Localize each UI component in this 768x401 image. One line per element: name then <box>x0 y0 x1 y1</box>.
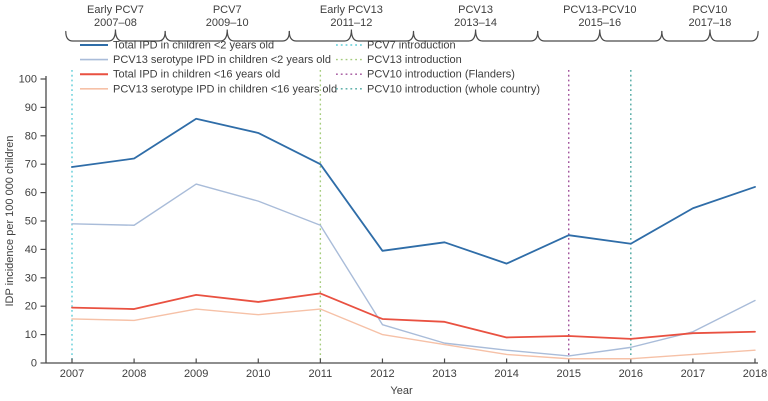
x-tick-label: 2018 <box>743 368 767 380</box>
legend-label: PCV7 introduction <box>367 40 456 52</box>
series-line <box>71 117 756 265</box>
y-tick-label: 20 <box>25 301 37 313</box>
x-tick-label: 2008 <box>122 368 146 380</box>
x-tick-label: 2014 <box>494 368 518 380</box>
period-label: PCV13-PCV10 <box>563 4 636 16</box>
x-axis-title: Year <box>390 385 413 397</box>
period-years: 2011–12 <box>330 17 372 29</box>
period-label: PCV13 <box>458 4 493 16</box>
legend-label: PCV10 introduction (Flanders) <box>367 69 515 81</box>
y-tick-label: 90 <box>25 102 37 114</box>
y-tick-label: 0 <box>31 358 37 370</box>
y-tick-label: 10 <box>25 329 37 341</box>
legend-label: PCV13 introduction <box>367 54 462 66</box>
period-years: 2015–16 <box>578 17 621 29</box>
period-brace <box>537 29 663 42</box>
period-label: Early PCV7 <box>87 4 144 16</box>
y-tick-label: 80 <box>25 130 37 142</box>
period-brace <box>661 29 759 42</box>
series-line <box>71 292 756 340</box>
x-tick-label: 2013 <box>432 368 456 380</box>
series-line <box>71 308 756 360</box>
period-years: 2007–08 <box>94 17 137 29</box>
legend-label: Total IPD in children <16 years old <box>113 69 280 81</box>
period-years: 2017–18 <box>689 17 732 29</box>
series-line <box>71 183 756 357</box>
x-tick-label: 2007 <box>60 368 84 380</box>
y-tick-label: 100 <box>19 74 37 86</box>
legend-label: PCV10 introduction (whole country) <box>367 83 540 95</box>
x-tick-label: 2010 <box>246 368 270 380</box>
period-brace <box>65 29 166 42</box>
x-tick-label: 2009 <box>184 368 208 380</box>
period-brace <box>288 29 415 42</box>
x-tick-label: 2011 <box>309 368 333 380</box>
legend-label: Total IPD in children <2 years old <box>113 40 274 52</box>
x-tick-label: 2017 <box>681 368 705 380</box>
y-tick-label: 50 <box>25 216 37 228</box>
y-tick-label: 70 <box>25 159 37 171</box>
y-axis-title: IDP incidence per 100 000 children <box>4 135 16 307</box>
period-label: PCV7 <box>213 4 242 16</box>
x-tick-label: 2012 <box>370 368 394 380</box>
period-brace <box>164 29 290 42</box>
period-years: 2009–10 <box>206 17 249 29</box>
period-label: Early PCV13 <box>320 4 383 16</box>
period-label: PCV10 <box>693 4 728 16</box>
period-brace <box>412 29 539 42</box>
legend-label: PCV13 serotype IPD in children <2 years … <box>113 54 331 66</box>
x-tick-label: 2015 <box>556 368 580 380</box>
legend-label: PCV13 serotype IPD in children <16 years… <box>113 83 337 95</box>
x-tick-label: 2016 <box>619 368 643 380</box>
y-tick-label: 60 <box>25 187 37 199</box>
y-tick-label: 40 <box>25 244 37 256</box>
y-tick-label: 30 <box>25 272 37 284</box>
period-years: 2013–14 <box>454 17 497 29</box>
